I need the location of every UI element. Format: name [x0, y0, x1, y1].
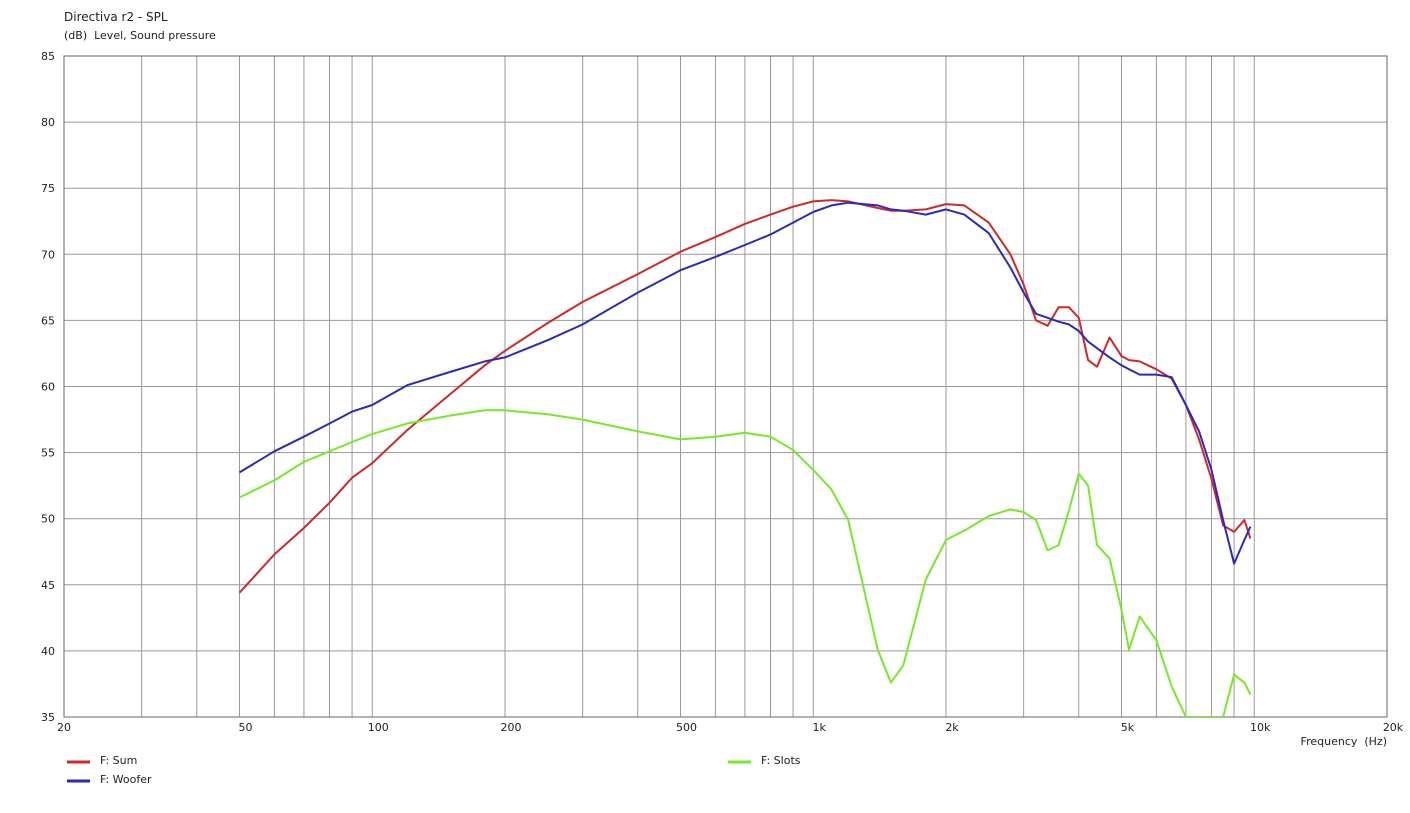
y-tick-label: 70: [41, 248, 55, 261]
x-axis-label: Frequency (Hz): [1301, 735, 1387, 748]
y-tick-label: 65: [41, 314, 55, 327]
y-axis-label: (dB) Level, Sound pressure: [64, 29, 216, 42]
series-line: [238, 199, 1252, 594]
legend-label: F: Slots: [761, 754, 801, 767]
y-tick-label: 55: [41, 447, 55, 460]
y-tick-label: 80: [41, 116, 55, 129]
x-tick-label: 100: [368, 721, 389, 734]
y-tick-label: 45: [41, 579, 55, 592]
y-tick-label: 60: [41, 381, 55, 394]
series-group: [238, 199, 1252, 717]
chart-title: Directiva r2 - SPL: [64, 10, 168, 24]
x-tick-label: 200: [501, 721, 522, 734]
x-tick-label: 10k: [1250, 721, 1271, 734]
y-tick-label: 75: [41, 182, 55, 195]
x-tick-label: 20: [57, 721, 71, 734]
x-tick-label: 20k: [1383, 721, 1404, 734]
x-tick-label: 1k: [813, 721, 827, 734]
x-tick-label: 500: [676, 721, 697, 734]
plot-frame: [63, 55, 1388, 718]
y-tick-label: 35: [41, 711, 55, 724]
x-tick-label: 5k: [1121, 721, 1135, 734]
x-tick-label: 50: [238, 721, 252, 734]
legend-label: F: Sum: [100, 754, 137, 767]
series-line: [238, 201, 1252, 565]
series-line: [239, 409, 1252, 717]
x-tick-label: 2k: [945, 721, 959, 734]
y-tick-label: 40: [41, 645, 55, 658]
y-tick-label: 50: [41, 513, 55, 526]
legend-label: F: Woofer: [100, 773, 152, 786]
y-tick-label: 85: [41, 50, 55, 63]
